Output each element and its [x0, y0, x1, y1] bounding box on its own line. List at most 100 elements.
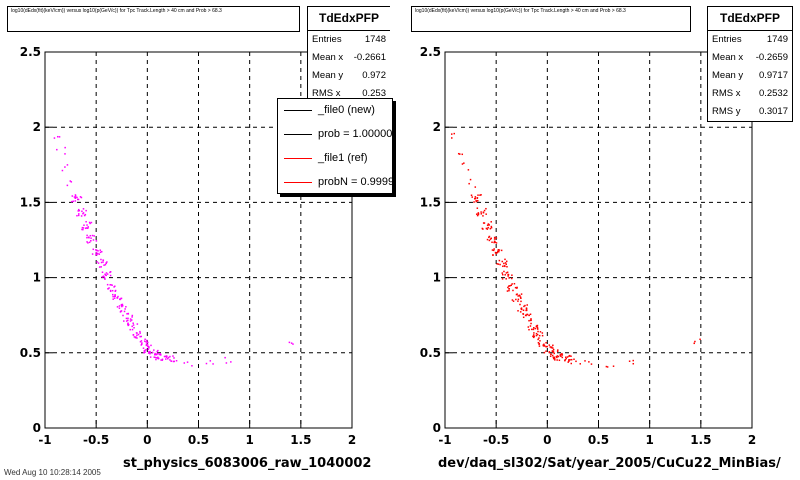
x-tick-label: 1.5	[690, 433, 711, 447]
data-point	[496, 251, 499, 254]
data-point	[488, 224, 490, 226]
data-point	[103, 276, 105, 278]
data-point	[76, 214, 78, 217]
data-point	[490, 225, 493, 228]
data-point	[105, 272, 108, 274]
data-point	[161, 358, 164, 361]
data-point	[461, 163, 464, 165]
data-point	[132, 322, 134, 324]
data-point	[560, 355, 562, 358]
data-point	[584, 360, 586, 362]
data-point	[545, 345, 547, 348]
data-point	[699, 338, 701, 341]
data-point	[497, 250, 499, 253]
data-point	[564, 359, 567, 361]
x-tick-label: 1.5	[290, 433, 311, 447]
data-point	[693, 342, 695, 345]
y-tick-label: 0.5	[20, 346, 41, 360]
legend-line-swatch	[284, 158, 312, 159]
data-point	[557, 355, 560, 358]
data-point	[509, 285, 511, 287]
data-point	[90, 240, 92, 242]
data-point	[103, 264, 105, 266]
data-point	[145, 341, 147, 343]
legend-line-swatch	[284, 182, 312, 183]
data-point	[205, 362, 208, 365]
data-point	[106, 283, 109, 286]
data-point	[480, 194, 482, 196]
data-point	[77, 210, 79, 212]
data-point	[127, 322, 129, 324]
data-point	[490, 226, 493, 229]
data-point	[150, 344, 152, 347]
x-tick-label: -0.5	[483, 433, 509, 447]
data-point	[494, 251, 497, 254]
y-tick-label: 2	[33, 120, 41, 134]
data-point	[541, 332, 544, 334]
data-point	[503, 262, 505, 265]
data-point	[140, 335, 143, 338]
data-point	[106, 261, 108, 263]
data-point	[160, 354, 162, 356]
data-point	[541, 334, 544, 337]
data-point	[552, 344, 554, 347]
data-point	[165, 358, 167, 360]
data-point	[550, 353, 552, 356]
data-point	[88, 221, 91, 224]
data-point	[116, 296, 118, 299]
data-point	[100, 261, 103, 264]
data-point	[473, 201, 475, 203]
data-point	[515, 298, 517, 301]
data-point	[493, 248, 495, 250]
x-tick-label: 0	[543, 433, 551, 447]
data-point	[525, 307, 528, 309]
data-point	[495, 252, 497, 255]
data-point	[549, 355, 552, 357]
data-point	[573, 358, 575, 361]
data-point	[85, 220, 87, 223]
data-point	[564, 359, 566, 362]
data-point	[157, 349, 159, 352]
left-stats-box: TdEdxPFP Entries 1748 Mean x -0.2661 Mea…	[307, 6, 390, 102]
data-point	[632, 362, 635, 365]
data-point	[494, 241, 496, 243]
data-point	[132, 333, 135, 336]
right-stats-row: Mean y 0.9717	[708, 67, 792, 85]
data-point	[505, 278, 507, 280]
data-point	[517, 310, 519, 312]
data-point	[632, 359, 634, 362]
data-point	[158, 353, 161, 356]
data-point	[153, 349, 155, 351]
data-point	[467, 169, 470, 171]
data-point	[77, 214, 80, 217]
data-point	[98, 266, 101, 268]
data-point	[139, 330, 141, 333]
data-point	[76, 196, 78, 199]
data-point	[507, 275, 509, 277]
data-point	[161, 359, 164, 361]
data-point	[557, 349, 559, 351]
data-point	[506, 271, 509, 274]
data-point	[87, 242, 89, 244]
data-point	[530, 318, 532, 320]
x-tick-label: 0.5	[588, 433, 609, 447]
data-point	[628, 360, 631, 362]
data-point	[476, 214, 479, 217]
x-tick-label: 2	[348, 433, 356, 447]
data-point	[511, 283, 513, 285]
data-point	[56, 148, 58, 151]
data-point	[474, 196, 477, 198]
data-point	[56, 135, 59, 138]
data-point	[535, 334, 538, 337]
x-tick-label: 0	[143, 433, 151, 447]
data-point	[497, 249, 500, 251]
data-point	[81, 210, 83, 213]
data-point	[567, 361, 569, 363]
data-point	[139, 332, 141, 334]
right-stats-row: Entries 1749	[708, 31, 792, 49]
data-point	[537, 341, 540, 344]
data-point	[96, 261, 98, 263]
data-point	[101, 276, 104, 278]
data-point	[536, 324, 539, 327]
data-point	[135, 336, 137, 338]
